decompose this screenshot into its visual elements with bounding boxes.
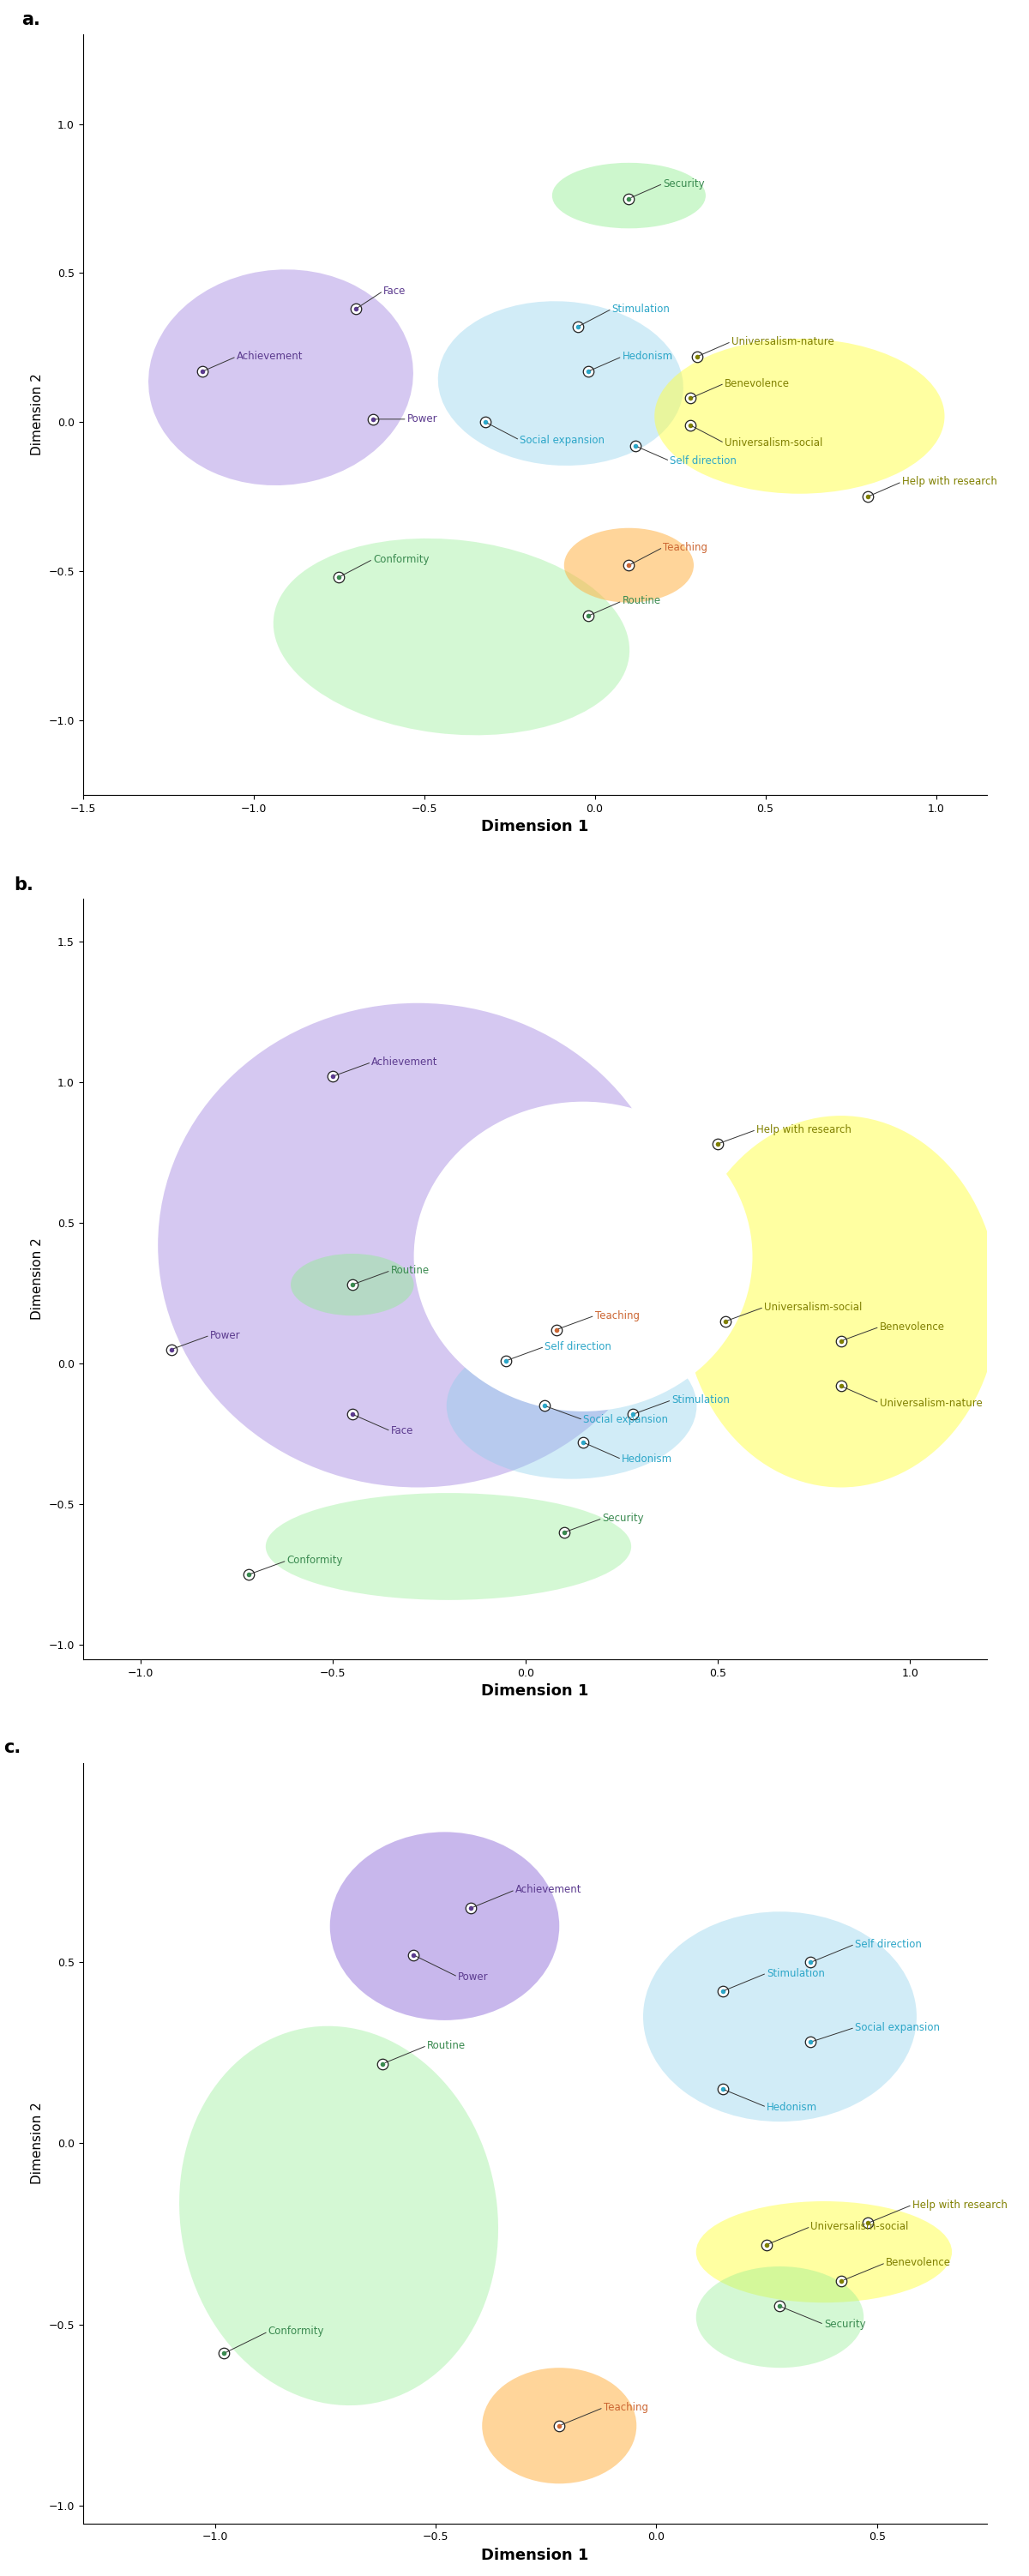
Ellipse shape (654, 337, 945, 495)
Y-axis label: Dimension 2: Dimension 2 (31, 2102, 43, 2184)
Text: Help with research: Help with research (756, 1123, 851, 1136)
Text: Teaching: Teaching (663, 541, 708, 554)
Text: Universalism-nature: Universalism-nature (732, 335, 833, 348)
Ellipse shape (483, 2367, 637, 2483)
Text: Routine: Routine (427, 2040, 466, 2050)
Text: Universalism-social: Universalism-social (811, 2221, 909, 2233)
Ellipse shape (265, 1494, 631, 1600)
Y-axis label: Dimension 2: Dimension 2 (31, 1239, 43, 1319)
Text: Universalism-social: Universalism-social (764, 1301, 862, 1314)
Text: Benevolence: Benevolence (724, 379, 789, 389)
Text: Teaching: Teaching (595, 1311, 639, 1321)
Text: Face: Face (383, 286, 405, 296)
Ellipse shape (553, 162, 706, 229)
Ellipse shape (447, 1332, 697, 1479)
X-axis label: Dimension 1: Dimension 1 (482, 2548, 589, 2563)
Text: Self direction: Self direction (855, 1940, 922, 1950)
Ellipse shape (643, 1911, 917, 2123)
Text: Power: Power (458, 1971, 489, 1984)
Text: Routine: Routine (623, 595, 661, 605)
Text: Power: Power (210, 1329, 241, 1342)
Text: Routine: Routine (391, 1265, 429, 1275)
Text: Hedonism: Hedonism (623, 350, 673, 363)
Text: Stimulation: Stimulation (672, 1394, 730, 1406)
Ellipse shape (148, 270, 414, 484)
Ellipse shape (274, 538, 630, 734)
Text: Security: Security (824, 2318, 865, 2329)
Ellipse shape (414, 1103, 752, 1412)
Text: Stimulation: Stimulation (612, 304, 670, 314)
Text: Conformity: Conformity (287, 1556, 343, 1566)
Text: Conformity: Conformity (372, 554, 429, 564)
Ellipse shape (438, 301, 683, 466)
Text: Social expansion: Social expansion (520, 435, 605, 446)
Text: Face: Face (391, 1425, 414, 1437)
X-axis label: Dimension 1: Dimension 1 (482, 819, 589, 835)
Ellipse shape (179, 2027, 498, 2406)
Ellipse shape (290, 1255, 414, 1316)
Text: Help with research: Help with research (912, 2200, 1007, 2210)
Text: Security: Security (602, 1512, 644, 1525)
Text: c.: c. (3, 1739, 21, 1757)
Ellipse shape (696, 2202, 952, 2303)
Y-axis label: Dimension 2: Dimension 2 (31, 374, 43, 456)
Text: Hedonism: Hedonism (622, 1453, 672, 1466)
Ellipse shape (683, 1115, 999, 1486)
Ellipse shape (157, 1002, 677, 1486)
Text: b.: b. (13, 876, 33, 894)
Ellipse shape (330, 1832, 560, 2020)
Text: Power: Power (407, 415, 437, 425)
Text: Self direction: Self direction (670, 456, 737, 466)
Text: Hedonism: Hedonism (767, 2102, 817, 2112)
Text: Conformity: Conformity (269, 2326, 324, 2336)
Ellipse shape (564, 528, 694, 603)
Text: Universalism-nature: Universalism-nature (880, 1396, 982, 1409)
Text: Social expansion: Social expansion (583, 1414, 668, 1425)
Text: Security: Security (663, 178, 705, 188)
Text: Benevolence: Benevolence (886, 2257, 951, 2269)
Text: Teaching: Teaching (603, 2401, 648, 2414)
X-axis label: Dimension 1: Dimension 1 (482, 1682, 589, 1698)
Text: Stimulation: Stimulation (767, 1968, 825, 1978)
Text: Achievement: Achievement (371, 1056, 438, 1069)
Text: Universalism-social: Universalism-social (724, 438, 822, 448)
Ellipse shape (696, 2267, 863, 2367)
Text: Social expansion: Social expansion (855, 2022, 939, 2032)
Text: Achievement: Achievement (237, 350, 303, 363)
Text: Achievement: Achievement (516, 1886, 581, 1896)
Text: Self direction: Self direction (544, 1342, 611, 1352)
Text: Help with research: Help with research (901, 477, 997, 487)
Text: Benevolence: Benevolence (880, 1321, 945, 1332)
Ellipse shape (483, 1285, 630, 1376)
Text: a.: a. (22, 10, 40, 28)
